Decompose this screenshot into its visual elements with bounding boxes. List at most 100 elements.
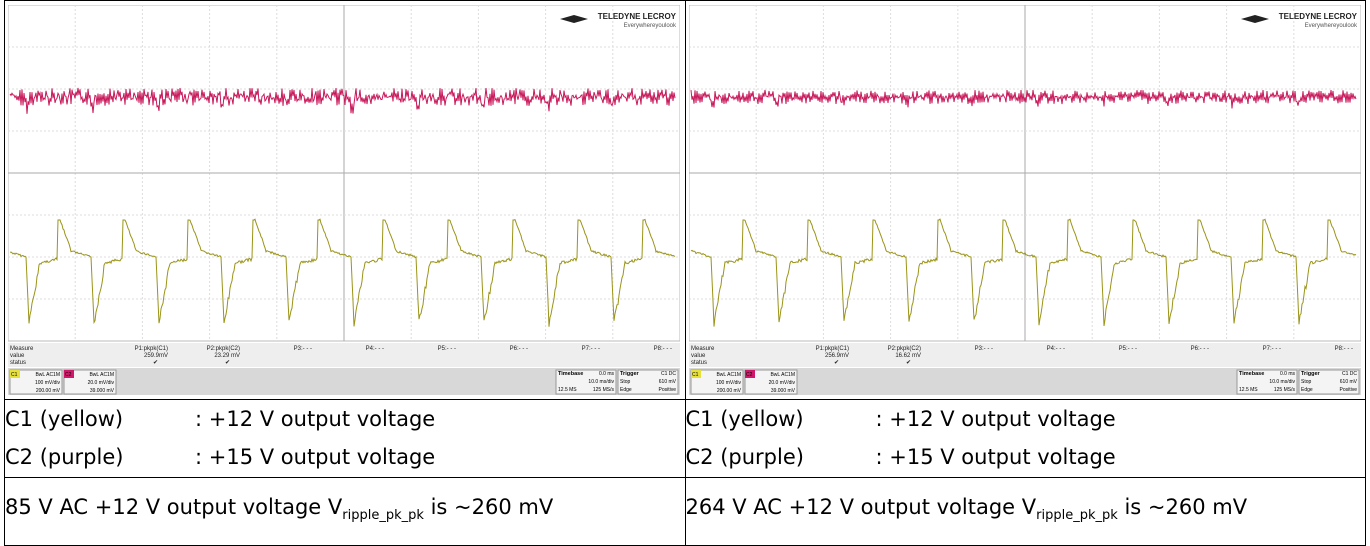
param-name: P7:- - - (1262, 346, 1280, 352)
channel-scale: 100 mV/div (35, 380, 61, 386)
param-name: P4:- - - (366, 346, 384, 352)
param-name: P2:pkpk(C2) (887, 346, 920, 352)
param-name: P3:- - - (974, 346, 992, 352)
channel-coupling: BwL AC1M (89, 372, 114, 378)
description: : +12 V output voltage (876, 400, 1116, 438)
channel-scale: 20.0 mV/div (88, 380, 115, 386)
logo: TELEDYNE LECROY (598, 12, 677, 21)
legend-line: C2 (purple) : +15 V output voltage (686, 438, 1366, 476)
trigger-mode: Stop (1301, 379, 1312, 385)
scope-screenshot: TELEDYNE LECROY Everywhereyoulook Measurev… (8, 5, 680, 395)
param-status: ✔ (153, 360, 158, 366)
channel-offset: 39.000 mV (90, 388, 115, 394)
param-value: 16.62 mV (895, 353, 921, 359)
timebase-rate: 125 MS/s (1273, 387, 1295, 393)
row: C1 (yellow) : +12 V output voltage C2 (pu… (5, 400, 1366, 478)
trigger-type: Edge (1301, 387, 1313, 393)
channel-coupling: BwL AC1M (716, 372, 741, 378)
param-name: P8:- - - (654, 346, 672, 352)
tagline: Everywhereyoulook (1304, 23, 1357, 29)
channel-scale: 100 mV/div (715, 380, 741, 386)
measure-panel (8, 343, 680, 367)
caption: is ~260 mV (1124, 495, 1247, 519)
caption: is ~260 mV (431, 495, 554, 519)
legend-line: C1 (yellow) : +12 V output voltage (5, 400, 685, 438)
caption: 85 V AC +12 V output voltage V (5, 495, 342, 519)
channel-id: C2 (65, 372, 72, 378)
trigger-mode: Stop (620, 379, 631, 385)
channel-coupling: BwL AC1M (770, 372, 795, 378)
param-name: P2:pkpk(C2) (207, 346, 240, 352)
timebase-rate: 125 MS/s (593, 387, 615, 393)
cell: 264 V AC +12 V output voltage Vripple_pk… (685, 478, 1366, 546)
timebase-delay: 0.0 ms (599, 371, 615, 377)
figure-table: TELEDYNE LECROYEverywhereyoulookMeasurev… (4, 0, 1366, 546)
param-status: ✔ (905, 360, 910, 366)
timebase-label: Timebase (1239, 371, 1264, 377)
param-name: P8:- - - (1334, 346, 1352, 352)
cell: 85 V AC +12 V output voltage Vripple_pk_… (5, 478, 686, 546)
trigger-source: C1 DC (1341, 371, 1356, 377)
legend-line: C2 (purple) : +15 V output voltage (5, 438, 685, 476)
cell: C1 (yellow) : +12 V output voltage C2 (pu… (685, 400, 1366, 478)
trigger-label: Trigger (1301, 371, 1321, 377)
channel: C2 (purple) (5, 445, 123, 469)
param-name: P5:- - - (438, 346, 456, 352)
channel: C1 (yellow) (686, 407, 804, 431)
param-name: P6:- - - (1190, 346, 1208, 352)
caption: 264 V AC +12 V output voltage V (686, 495, 1037, 519)
description: : +15 V output voltage (195, 438, 435, 476)
channel-coupling: BwL AC1M (35, 372, 60, 378)
measure-label: value (691, 353, 706, 359)
channel-scale: 20.0 mV/div (768, 380, 795, 386)
channel: C1 (yellow) (5, 407, 123, 431)
trigger-level: 610 mV (659, 379, 677, 385)
param-name: P6:- - - (510, 346, 528, 352)
measure-label: status (10, 360, 26, 366)
trigger-type: Edge (620, 387, 632, 393)
timebase-scale: 10.0 ms/div (588, 379, 614, 385)
trigger-slope: Positive (1339, 387, 1357, 393)
trigger-source: C1 DC (661, 371, 676, 377)
trigger-label: Trigger (620, 371, 640, 377)
logo: TELEDYNE LECROY (1278, 12, 1357, 21)
timebase-scale: 10.0 ms/div (1269, 379, 1295, 385)
measure-label: status (691, 360, 707, 366)
measure-label: value (10, 353, 25, 359)
param-name: P1:pkpk(C1) (135, 346, 168, 352)
param-name: P3:- - - (294, 346, 312, 352)
channel-offset: 200.00 mV (36, 388, 61, 394)
trigger-level: 610 mV (1339, 379, 1357, 385)
param-value: 259.9mV (144, 353, 168, 359)
channel-id: C1 (692, 372, 699, 378)
timebase-delay: 0.0 ms (1279, 371, 1295, 377)
trigger-slope: Positive (658, 387, 676, 393)
timebase-label: Timebase (558, 371, 583, 377)
measure-label: Measure (691, 346, 715, 352)
measure-label: Measure (10, 346, 34, 352)
timebase-samples: 12.5 MS (1239, 387, 1258, 393)
param-name: P7:- - - (582, 346, 600, 352)
param-name: P5:- - - (1118, 346, 1136, 352)
measure-panel (689, 343, 1361, 367)
channel-id: C1 (11, 372, 18, 378)
tagline: Everywhereyoulook (624, 23, 677, 29)
description: : +12 V output voltage (195, 400, 435, 438)
channel-offset: 200.00 mV (716, 388, 741, 394)
param-name: P1:pkpk(C1) (815, 346, 848, 352)
channel-offset: 39.000 mV (770, 388, 795, 394)
param-name: P4:- - - (1046, 346, 1064, 352)
param-value: 256.9mV (824, 353, 848, 359)
description: : +15 V output voltage (876, 438, 1116, 476)
param-status: ✔ (225, 360, 230, 366)
legend-line: C1 (yellow) : +12 V output voltage (686, 400, 1366, 438)
scope-screenshot: TELEDYNE LECROY Everywhereyoulook Measurev… (689, 5, 1361, 395)
row: 85 V AC +12 V output voltage Vripple_pk_… (5, 478, 1366, 546)
cell: C1 (yellow) : +12 V output voltage C2 (pu… (5, 400, 686, 478)
channel: C2 (purple) (686, 445, 804, 469)
param-value: 23.29 mV (214, 353, 240, 359)
channel-id: C2 (746, 372, 753, 378)
